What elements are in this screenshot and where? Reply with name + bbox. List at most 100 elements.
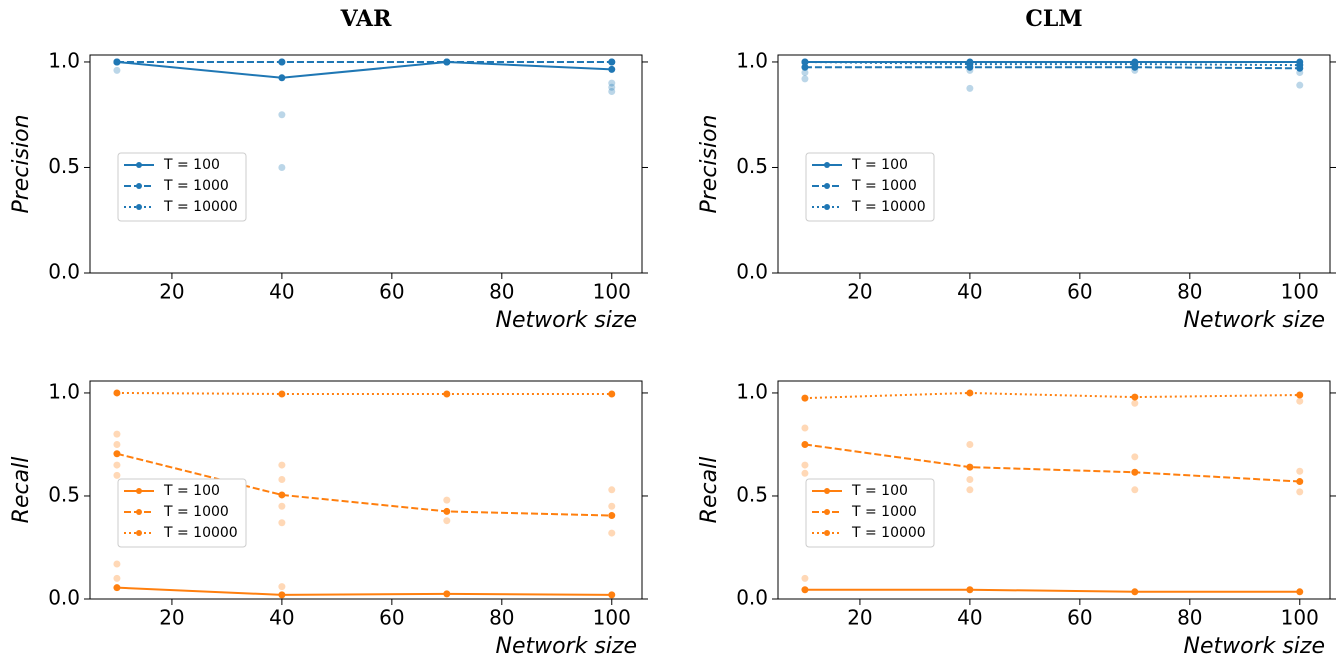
series-line — [804, 66, 1300, 70]
y-axis-label: Precision — [9, 114, 34, 213]
trial-point — [801, 424, 809, 432]
series-point — [278, 74, 286, 82]
legend-box — [805, 478, 935, 548]
trial-point — [1296, 467, 1304, 475]
trial-point — [608, 79, 616, 87]
trial-point — [966, 440, 974, 448]
legend-label: T = 100 — [851, 483, 908, 499]
x-axis-label: Network size — [495, 308, 637, 333]
trial-point — [113, 471, 121, 479]
series-point — [1296, 61, 1304, 69]
series-point — [1296, 391, 1304, 399]
y-tick-label: 0.5 — [736, 154, 768, 178]
series-point — [801, 58, 809, 66]
trial-point — [278, 163, 286, 171]
x-tick-label: 100 — [1281, 280, 1319, 304]
legend-marker — [136, 530, 142, 536]
y-axis-label: Recall — [9, 457, 34, 524]
legend-marker — [136, 162, 142, 168]
x-tick-label: 60 — [1067, 280, 1092, 304]
trial-point — [113, 430, 121, 438]
x-tick-label: 60 — [1067, 606, 1092, 630]
legend-box — [117, 152, 247, 222]
trial-point — [278, 475, 286, 483]
legend-box — [117, 478, 247, 548]
x-tick-label: 20 — [847, 606, 872, 630]
trial-point — [608, 83, 616, 91]
trial-point — [443, 517, 451, 525]
series-point — [443, 590, 451, 598]
x-tick-label: 100 — [593, 606, 631, 630]
y-tick-label: 0.0 — [48, 260, 80, 284]
y-tick-label: 0.0 — [736, 586, 768, 610]
axes-frame — [777, 54, 1331, 274]
trial-point — [608, 486, 616, 494]
series-point — [608, 65, 616, 73]
trial-point — [801, 69, 809, 77]
legend-label: T = 100 — [163, 483, 220, 499]
x-tick-label: 20 — [847, 280, 872, 304]
trial-point — [608, 88, 616, 96]
trial-point — [278, 502, 286, 510]
trial-point — [443, 496, 451, 504]
trial-point — [801, 469, 809, 477]
x-axis-label: Network size — [1183, 308, 1325, 333]
trial-point — [278, 583, 286, 591]
x-tick-label: 60 — [379, 280, 404, 304]
x-tick-label: 100 — [593, 280, 631, 304]
series-point — [113, 450, 121, 458]
trial-point — [113, 574, 121, 582]
legend-marker — [824, 183, 830, 189]
series-point — [278, 58, 286, 66]
series-point — [608, 512, 616, 520]
legend-label: T = 1000 — [163, 504, 229, 520]
trial-point — [966, 84, 974, 92]
x-tick-label: 20 — [159, 606, 184, 630]
series-point — [801, 440, 809, 448]
trial-point — [1296, 81, 1304, 89]
trial-point — [1131, 453, 1139, 461]
series-point — [801, 394, 809, 402]
series-point — [966, 389, 974, 397]
y-axis-label: Precision — [697, 114, 722, 213]
legend-label: T = 100 — [851, 157, 908, 173]
trial-point — [1296, 397, 1304, 405]
legend-marker — [136, 509, 142, 515]
series-point — [443, 390, 451, 398]
x-tick-label: 40 — [269, 280, 294, 304]
x-axis-label: Network size — [1183, 634, 1325, 658]
series-line — [804, 588, 1300, 593]
legend-marker — [824, 162, 830, 168]
series-point — [608, 591, 616, 599]
legend-marker — [824, 488, 830, 494]
x-tick-label: 40 — [957, 280, 982, 304]
trial-point — [113, 440, 121, 448]
legend-marker — [824, 530, 830, 536]
trial-point — [113, 66, 121, 74]
trial-point — [1131, 486, 1139, 494]
legend-label: T = 10000 — [163, 199, 238, 215]
legend-marker — [824, 509, 830, 515]
y-axis-label: Recall — [697, 457, 722, 524]
series-point — [1131, 393, 1139, 401]
x-tick-label: 80 — [489, 606, 514, 630]
trial-point — [113, 560, 121, 568]
series-point — [278, 390, 286, 398]
series-point — [113, 389, 121, 397]
trial-point — [1296, 488, 1304, 496]
series-line — [116, 60, 612, 79]
legend-marker — [824, 204, 830, 210]
y-tick-label: 0.5 — [736, 482, 768, 506]
y-tick-label: 0.0 — [48, 586, 80, 610]
legend-label: T = 10000 — [163, 525, 238, 541]
series-point — [1131, 468, 1139, 476]
series-line — [116, 452, 612, 517]
x-tick-label: 80 — [1177, 606, 1202, 630]
y-tick-label: 0.0 — [736, 260, 768, 284]
series-point — [443, 58, 451, 66]
x-tick-label: 80 — [489, 280, 514, 304]
series-point — [113, 584, 121, 592]
y-tick-label: 1.0 — [48, 48, 80, 72]
series-point — [1131, 60, 1139, 68]
